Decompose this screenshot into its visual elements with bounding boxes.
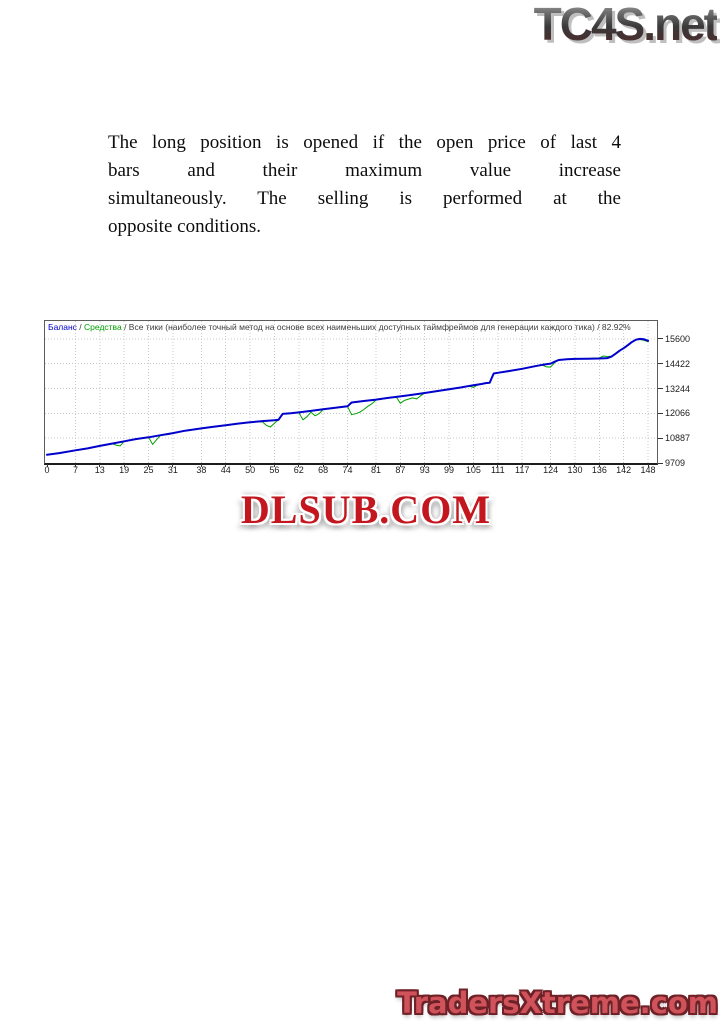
backtest-balance-chart: Баланс / Средства / Все тики (наиболее т… <box>44 320 658 465</box>
y-axis-label: 14422 <box>665 358 691 369</box>
y-axis-label: 13244 <box>665 383 691 394</box>
paragraph-line: opposite conditions. <box>108 216 262 237</box>
x-axis-label: 111 <box>490 465 505 475</box>
y-axis-label: 9709 <box>665 458 686 468</box>
y-axis-tick <box>658 338 663 340</box>
y-axis-tick <box>658 388 663 390</box>
y-axis-tick <box>658 437 663 439</box>
x-axis-label: 142 <box>616 465 632 475</box>
paragraph-line: The long position is opened if the open … <box>108 132 621 153</box>
x-axis-label: 74 <box>342 465 353 475</box>
x-axis-label: 25 <box>143 465 154 475</box>
x-axis-label: 81 <box>370 465 381 475</box>
x-axis-label: 117 <box>514 465 530 475</box>
chart-legend: Баланс / Средства / Все тики (наиболее т… <box>48 322 631 332</box>
x-axis-label: 44 <box>220 465 231 475</box>
x-axis-label: 62 <box>293 465 304 475</box>
tradersxtreme-logo: TradersXtreme.com <box>397 986 718 1020</box>
x-axis-label: 19 <box>119 465 130 475</box>
y-axis-tick <box>658 363 663 365</box>
legend-separator: / <box>76 322 85 332</box>
paragraph-line: simultaneously. The selling is performed… <box>108 188 621 209</box>
y-axis-label: 15600 <box>665 333 691 344</box>
x-axis-label: 124 <box>543 465 559 475</box>
legend-tail: / Все тики (наиболее точный метод на осн… <box>121 322 631 332</box>
x-axis-label: 148 <box>640 465 656 475</box>
y-axis-label: 10887 <box>665 433 691 444</box>
x-axis-label: 50 <box>245 465 256 475</box>
x-axis-label: 93 <box>419 465 430 475</box>
y-axis-tick <box>658 462 663 464</box>
x-axis-label: 136 <box>591 465 607 475</box>
tc4s-logo: TC4S.net <box>533 0 719 50</box>
x-axis-label: 31 <box>167 465 178 475</box>
y-axis-tick <box>658 412 663 414</box>
x-axis-label: 56 <box>269 465 280 475</box>
paragraph-line: bars and their maximum value increase <box>108 160 621 181</box>
x-axis-label: 130 <box>567 465 583 475</box>
x-axis-label: 0 <box>44 465 50 475</box>
x-axis-label: 68 <box>318 465 329 475</box>
x-axis-label: 105 <box>465 465 481 475</box>
x-axis-label: 99 <box>444 465 455 475</box>
x-axis-label: 13 <box>94 465 105 475</box>
x-axis-label: 87 <box>395 465 406 475</box>
x-axis-label: 38 <box>196 465 207 475</box>
body-paragraph: The long position is opened if the open … <box>108 129 621 241</box>
dlsub-logo: DLSUB.COM <box>240 487 492 532</box>
chart-canvas <box>45 321 657 463</box>
legend-equity-label: Средства <box>84 322 122 332</box>
x-axis-label: 7 <box>72 465 78 475</box>
legend-balance-label: Баланс <box>48 322 77 332</box>
y-axis-label: 12066 <box>665 408 691 419</box>
